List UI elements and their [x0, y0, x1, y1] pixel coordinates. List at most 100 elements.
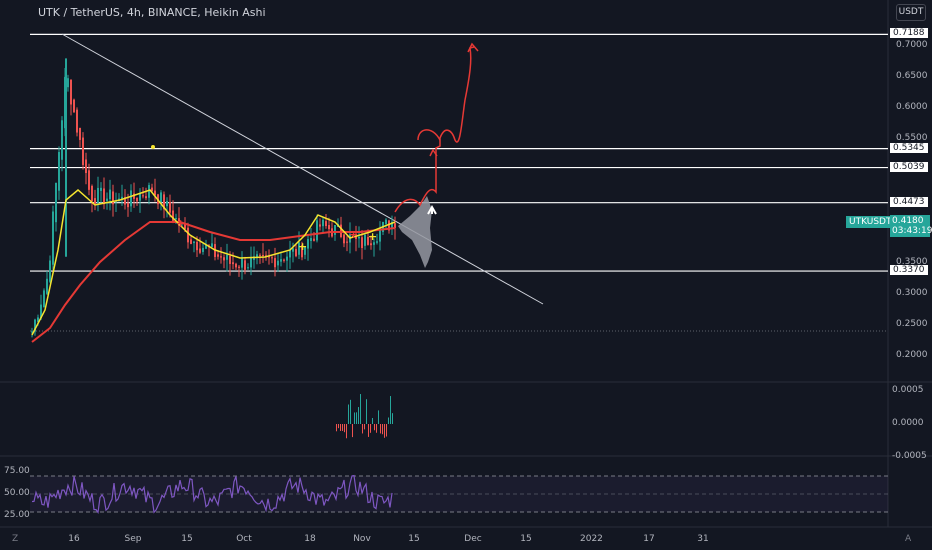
current-symbol: UTKUSDT — [846, 216, 895, 228]
currency-button[interactable]: USDT — [896, 4, 926, 21]
candle-body — [145, 196, 147, 199]
corner-right-label[interactable]: A — [905, 534, 912, 544]
candle-body — [91, 185, 93, 202]
candle-body — [283, 259, 285, 261]
candle-body — [250, 258, 252, 268]
candle-body — [112, 191, 114, 205]
candle-body — [148, 185, 150, 198]
time-tick: Dec — [464, 534, 482, 544]
candle-body — [310, 238, 312, 241]
marker-cross: + — [298, 240, 307, 253]
candle-body — [232, 262, 234, 265]
candle-body — [289, 250, 291, 258]
candle-body — [109, 189, 111, 200]
candle-body — [163, 194, 165, 210]
trend-line[interactable] — [61, 33, 544, 305]
candle-body — [55, 182, 57, 223]
marker-dot — [151, 145, 155, 149]
current-price-countdown: 03:43:19 — [892, 226, 932, 236]
candle-body — [190, 239, 192, 244]
candle-body — [136, 197, 138, 202]
volume-bar — [364, 424, 365, 430]
candle-body — [307, 239, 309, 249]
candle-body — [304, 247, 306, 255]
candle-body — [367, 236, 369, 245]
time-tick: 2022 — [580, 534, 603, 544]
candle-body — [334, 224, 336, 235]
candle-body — [187, 227, 189, 243]
candle-body — [301, 244, 303, 258]
current-price-value: 0.4180 — [892, 216, 924, 226]
candle-body — [280, 259, 282, 262]
candle-body — [127, 203, 129, 208]
candle-body — [238, 266, 240, 268]
current-price-label: UTKUSDT — [846, 216, 896, 228]
ma-slow-line — [31, 221, 396, 343]
candles — [31, 58, 396, 338]
volume-bar — [352, 424, 353, 438]
symbol-title[interactable]: UTK / TetherUS, 4h, BINANCE, Heikin Ashi — [38, 6, 266, 19]
marker-cross: + — [176, 217, 185, 230]
candle-body — [235, 263, 237, 268]
forecast-small-arrow — [429, 148, 438, 157]
candle-body — [103, 188, 105, 205]
candle-body — [340, 224, 342, 238]
level-label: 0.3370 — [890, 265, 928, 276]
price-tick: 0.2000 — [896, 350, 928, 360]
candle-body — [316, 220, 318, 241]
current-price-box: 0.4180 03:43:19 — [890, 215, 932, 237]
time-tick: Sep — [124, 534, 142, 544]
candle-body — [184, 223, 186, 229]
candle-body — [205, 244, 207, 249]
candle-body — [49, 260, 51, 282]
marker-cross: + — [368, 230, 377, 243]
volume-bar — [360, 394, 361, 424]
candle-body — [217, 254, 219, 257]
candle-body — [259, 254, 261, 256]
candle-body — [223, 257, 225, 261]
candle-body — [40, 304, 42, 319]
candle-body — [298, 242, 300, 255]
candle-body — [376, 241, 378, 243]
candle-body — [139, 193, 141, 201]
candle-body — [121, 196, 123, 200]
candle-body — [325, 221, 327, 227]
signal-markers: + + + + — [151, 145, 377, 253]
candle-body — [175, 218, 177, 220]
volume-bar — [338, 424, 339, 429]
rsi-tick: 75.00 — [4, 466, 30, 476]
candle-body — [355, 236, 357, 239]
candle-body — [31, 331, 33, 333]
candle-body — [196, 241, 198, 251]
candle-body — [241, 258, 243, 268]
volume-bar — [368, 424, 369, 437]
candle-body — [154, 190, 156, 196]
candle-body — [226, 254, 228, 260]
volume-bar — [348, 404, 349, 424]
volume-bar — [384, 424, 385, 438]
corner-left-label[interactable]: Z — [12, 534, 19, 544]
time-tick: 16 — [68, 534, 80, 544]
candle-body — [100, 187, 102, 191]
candle-body — [256, 254, 258, 258]
volume-tick: 0.0005 — [892, 385, 924, 395]
rsi-tick: 25.00 — [4, 510, 30, 520]
volume-bar — [346, 424, 347, 439]
candle-body — [229, 255, 231, 264]
white-up-arrow — [427, 204, 437, 215]
time-tick: Oct — [236, 534, 252, 544]
candle-body — [364, 234, 366, 246]
forecast-arrow-head — [467, 42, 479, 53]
time-tick: 17 — [643, 534, 655, 544]
marker-cross: + — [349, 228, 358, 241]
candle-body — [271, 257, 273, 259]
candle-body — [85, 159, 87, 174]
candle-body — [361, 237, 363, 249]
volume-bar — [374, 424, 375, 431]
price-tick: 0.3000 — [896, 288, 928, 298]
candle-body — [160, 192, 162, 203]
time-tick: 31 — [697, 534, 709, 544]
candle-body — [244, 260, 246, 270]
candle-body — [373, 242, 375, 245]
